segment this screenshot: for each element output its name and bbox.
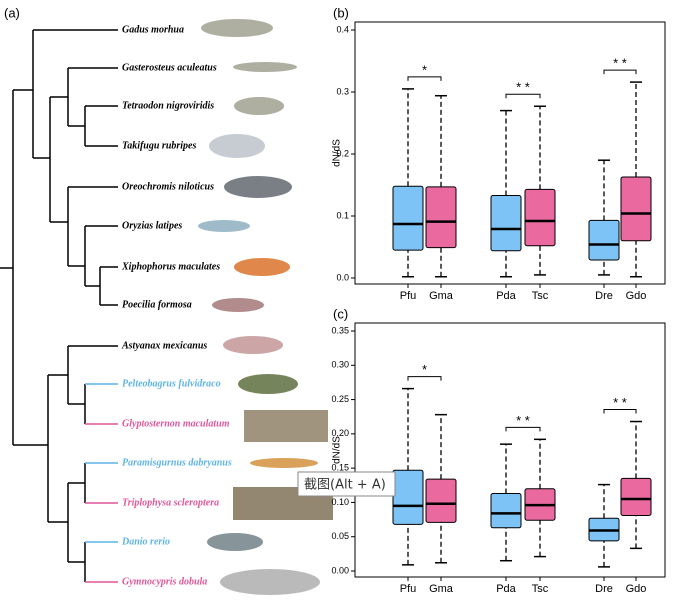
y-tick-label: 0.35 xyxy=(331,325,349,335)
box xyxy=(425,478,457,523)
x-tick-label: Pda xyxy=(496,290,516,302)
x-tick-label: Pfu xyxy=(400,290,417,302)
leaf-label: Oryzias latipes xyxy=(122,220,182,231)
significance-bracket xyxy=(505,426,541,432)
leaf-label: Gasterosteus aculeatus xyxy=(122,62,217,73)
tooltip-box xyxy=(297,471,396,497)
box xyxy=(392,469,424,525)
leaf-label: Poecilia formosa xyxy=(122,299,192,310)
leaf-label: Danio rerio xyxy=(121,536,170,547)
y-tick-label: 0.25 xyxy=(331,394,349,404)
leaf-label: Paramisgurnus dabryanus xyxy=(122,457,232,468)
box xyxy=(620,176,652,242)
x-tick-label: Tsc xyxy=(532,583,549,595)
leaf-label: Oreochromis niloticus xyxy=(122,181,214,192)
significance-bracket xyxy=(407,376,442,381)
leaf-label: Pelteobagrus fulvidraco xyxy=(122,378,221,389)
y-tick-label: 0.30 xyxy=(331,360,349,370)
y-tick-label: 0.00 xyxy=(331,565,349,575)
x-tick-label: Dre xyxy=(595,290,613,302)
box xyxy=(588,219,620,261)
fish-icons xyxy=(198,19,333,595)
x-tick-label: Gdo xyxy=(626,290,647,302)
box xyxy=(490,493,522,529)
tree-branches xyxy=(0,30,101,582)
x-tick-label: Tsc xyxy=(532,290,549,302)
leaf-label: Astyanax mexicanus xyxy=(121,340,207,351)
leaf-label: Glyptosternon maculatum xyxy=(122,418,230,429)
y-tick-label: 0.20 xyxy=(331,428,349,438)
leaf-label: Xiphophorus maculates xyxy=(121,261,220,272)
box xyxy=(392,185,424,251)
box xyxy=(620,477,652,516)
y-tick-label: 0.0 xyxy=(336,272,349,282)
leaf-label: Tetraodon nigroviridis xyxy=(122,100,214,111)
x-tick-label: Pfu xyxy=(400,583,417,595)
y-tick-label: 0.2 xyxy=(336,148,349,158)
y-tick-label: 0.10 xyxy=(331,497,349,507)
y-tick-label: 0.3 xyxy=(336,86,349,96)
leaf-label: Takifugu rubripes xyxy=(122,140,196,151)
significance-label: * * xyxy=(613,395,627,410)
x-tick-label: Gma xyxy=(429,583,454,595)
significance-bracket xyxy=(603,409,637,414)
significance-label: * * xyxy=(516,80,530,95)
x-tick-label: Gdo xyxy=(626,583,647,595)
significance-label: * * xyxy=(613,56,627,71)
plot-frame xyxy=(354,21,666,285)
y-tick-label: 0.05 xyxy=(331,531,349,541)
significance-label: * xyxy=(422,62,427,77)
box xyxy=(524,188,556,247)
leaf-label: Gymnocypris dobula xyxy=(122,576,207,587)
significance-label: * * xyxy=(516,413,530,428)
tooltip-text: 截图(Alt + A) xyxy=(304,478,386,493)
x-tick-label: Gma xyxy=(429,290,454,302)
leaf-label: Triplophysa scleroptera xyxy=(122,497,219,508)
y-tick-label: 0.1 xyxy=(336,210,349,220)
x-tick-label: Dre xyxy=(595,583,613,595)
box xyxy=(490,195,522,252)
y-axis-label: dN/dS xyxy=(332,139,343,167)
significance-bracket xyxy=(407,76,442,81)
box xyxy=(425,186,457,249)
panel-label: (a) xyxy=(4,5,20,20)
y-axis-label: dN/dS xyxy=(332,436,343,464)
x-tick-label: Pda xyxy=(496,583,516,595)
significance-bracket xyxy=(603,69,637,75)
leaf-label: Gadus morhua xyxy=(122,24,184,35)
significance-label: * xyxy=(422,362,427,377)
y-tick-label: 0.15 xyxy=(331,463,349,473)
tooltip: 截图(Alt + A) xyxy=(297,471,396,497)
y-tick-label: 0.4 xyxy=(336,24,349,34)
panel-label: (b) xyxy=(333,5,349,20)
panel-label: (c) xyxy=(333,306,348,321)
significance-bracket xyxy=(505,93,541,99)
plot-frame xyxy=(354,322,666,578)
